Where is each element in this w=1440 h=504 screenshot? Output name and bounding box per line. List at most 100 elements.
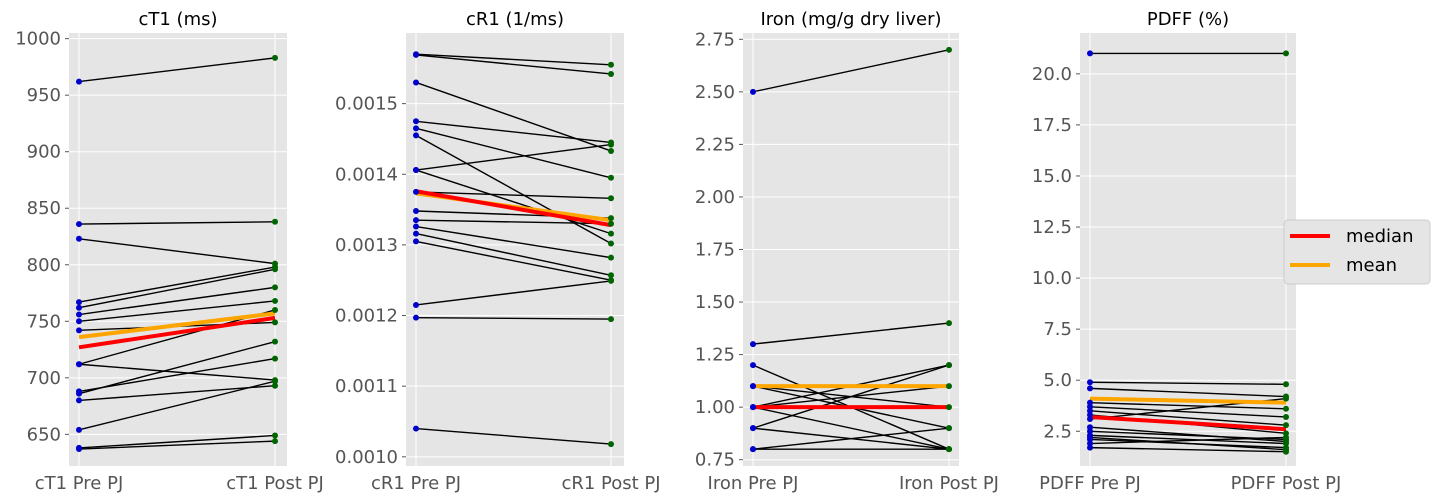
pre-point xyxy=(76,78,82,85)
post-point xyxy=(272,378,278,385)
post-point xyxy=(946,362,952,369)
pre-point xyxy=(413,188,419,195)
panel-title: cT1 (ms) xyxy=(138,9,217,30)
pre-point xyxy=(750,425,756,432)
post-point xyxy=(1283,413,1289,420)
pre-point xyxy=(76,446,82,453)
y-tick-label: 17.5 xyxy=(1032,115,1072,136)
pair-line xyxy=(415,316,612,320)
pre-point xyxy=(413,301,419,308)
grid-lines xyxy=(406,33,624,466)
y-tick-label: 2.00 xyxy=(695,187,735,208)
pair-line xyxy=(752,322,950,345)
post-point xyxy=(272,338,278,345)
pair-line xyxy=(78,266,276,303)
pair-line xyxy=(78,434,276,449)
panel-title: Iron (mg/g dry liver) xyxy=(760,9,941,30)
post-point xyxy=(608,272,614,279)
pair-line xyxy=(78,286,276,316)
post-point xyxy=(608,61,614,68)
post-point xyxy=(1283,434,1289,441)
post-point xyxy=(946,383,952,390)
y-ticks: 650 700 750 800 850 900 950 1000 xyxy=(15,29,69,445)
post-point xyxy=(946,446,952,453)
pre-point xyxy=(750,446,756,453)
pair-line xyxy=(78,268,276,309)
panel-ct1: 650 700 750 800 850 900 950 1000 cT1 (ms) cT1 P… xyxy=(15,9,324,494)
y-tick-label: 1.50 xyxy=(695,292,735,313)
post-point xyxy=(272,284,278,291)
pre-point xyxy=(76,426,82,433)
pair-line xyxy=(1089,446,1287,453)
y-tick-label: 0.0010 xyxy=(335,447,398,468)
panel-cr1: 0.0010 0.0011 0.0012 0.0013 0.0014 0.0015 cR1… xyxy=(335,9,661,494)
post-point xyxy=(946,425,952,432)
pre-point xyxy=(76,311,82,318)
post-point xyxy=(272,54,278,61)
post-point xyxy=(608,195,614,202)
panel-pdff: 2.5 5.0 7.5 10.0 12.5 15.0 17.5 20.0 PDFF (%) P… xyxy=(1032,9,1341,494)
stat-lines xyxy=(1089,396,1287,432)
pre-point xyxy=(750,88,756,95)
median-line xyxy=(78,315,276,350)
pair-lines xyxy=(78,57,276,450)
pre-point xyxy=(413,167,419,174)
legend: median mean xyxy=(1283,219,1431,285)
y-tick-label: 0.75 xyxy=(695,450,735,471)
pre-point xyxy=(1087,385,1093,392)
pair-line xyxy=(415,143,612,171)
y-tick-label: 0.0013 xyxy=(335,235,398,256)
pair-line xyxy=(415,53,612,66)
y-tick-label: 1.25 xyxy=(695,345,735,366)
median-line xyxy=(1089,414,1287,432)
pair-lines xyxy=(1089,52,1287,453)
post-point xyxy=(1283,381,1289,388)
pre-point xyxy=(1087,444,1093,451)
pre-point xyxy=(413,238,419,245)
y-tick-label: 850 xyxy=(27,198,61,219)
data-points xyxy=(750,46,952,453)
post-point xyxy=(1283,395,1289,402)
y-tick-label: 1000 xyxy=(15,29,61,50)
post-point xyxy=(1283,50,1289,57)
post-point xyxy=(272,382,278,389)
pair-line xyxy=(415,120,612,144)
pair-line xyxy=(78,300,276,322)
y-tick-label: 650 xyxy=(27,424,61,445)
pre-point xyxy=(413,125,419,132)
pair-line xyxy=(415,219,612,225)
post-point xyxy=(1283,405,1289,412)
pre-point xyxy=(413,118,419,125)
panel-iron: 0.75 1.00 1.25 1.50 1.75 2.00 2.25 2.50 2.75 Iro… xyxy=(695,9,999,494)
pre-point xyxy=(750,341,756,348)
pre-point xyxy=(413,79,419,86)
y-tick-label: 20.0 xyxy=(1032,64,1072,85)
y-tick-label: 0.0011 xyxy=(335,376,398,397)
post-point xyxy=(946,46,952,53)
post-point xyxy=(608,215,614,222)
mean-line xyxy=(1089,396,1287,405)
y-ticks: 0.75 1.00 1.25 1.50 1.75 2.00 2.25 2.50 2.75 xyxy=(695,29,743,471)
pair-line xyxy=(78,440,276,450)
pair-line xyxy=(415,240,612,281)
post-point xyxy=(1283,446,1289,453)
y-tick-label: 2.50 xyxy=(695,82,735,103)
pre-point xyxy=(76,397,82,404)
pre-point xyxy=(750,404,756,411)
post-point xyxy=(272,432,278,439)
pair-line xyxy=(752,364,950,429)
y-tick-label: 10.0 xyxy=(1032,268,1072,289)
panel-title: PDFF (%) xyxy=(1147,9,1229,30)
post-point xyxy=(272,218,278,225)
stat-lines xyxy=(415,189,612,228)
post-point xyxy=(272,306,278,313)
post-point xyxy=(608,70,614,77)
post-point xyxy=(272,266,278,273)
y-tick-label: 5.0 xyxy=(1043,370,1072,391)
pair-line xyxy=(415,54,612,75)
pair-line xyxy=(752,427,950,450)
pair-line xyxy=(415,232,612,276)
pair-line xyxy=(78,57,276,83)
pair-line xyxy=(1089,436,1287,445)
x-tick-label: cT1 Pre PJ xyxy=(35,473,124,494)
